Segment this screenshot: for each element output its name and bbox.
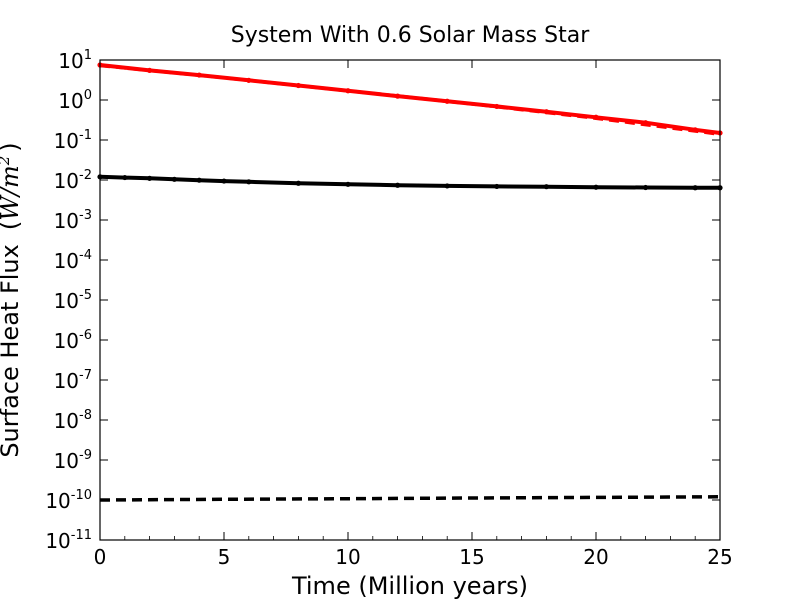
data-point-black-solid [122, 174, 128, 181]
data-point-black-solid [221, 178, 227, 184]
y-axis-unit-close: ) [0, 142, 24, 151]
y-axis-unit-slash: / [0, 185, 24, 198]
y-tick-label: 10-4 [54, 248, 92, 273]
y-tick-label: 10-1 [54, 128, 92, 153]
data-point-red-solid [444, 98, 450, 104]
plot-frame [99, 59, 721, 541]
axis-ticks: 0 5 10 15 20 25 10-11 10-10 10-9 10-8 10-7 10-6 10-5… [45, 48, 732, 569]
x-tick-label: 20 [583, 545, 608, 569]
x-tick-label: 5 [218, 545, 231, 569]
y-tick-label: 10-2 [54, 168, 92, 193]
data-point-black-solid [395, 182, 401, 188]
data-point-black-solid [444, 183, 450, 189]
y-tick-label: 10-7 [54, 368, 92, 393]
data-point-black-solid [147, 175, 153, 181]
series-line-black-dashed [99, 495, 721, 502]
series-line-red-dashed [99, 63, 721, 136]
data-point-black-solid [593, 184, 599, 190]
y-tick-label: 10-8 [54, 408, 92, 433]
y-tick-label: 10-3 [54, 208, 92, 233]
y-tick-label: 100 [58, 88, 92, 113]
x-tick-label: 0 [94, 545, 107, 569]
x-axis-label: Time (Million years) [291, 572, 528, 600]
y-tick-label: 101 [58, 48, 92, 73]
y-tick-label: 10-5 [54, 288, 92, 313]
x-tick-label: 10 [335, 545, 360, 569]
data-point-black-solid [345, 181, 351, 187]
data-point-black-solid [643, 184, 649, 191]
chart-title: System With 0.6 Solar Mass Star [231, 23, 590, 48]
y-axis-unit-w: W [0, 194, 24, 221]
data-point-black-solid [543, 184, 550, 190]
data-point-black-solid [171, 176, 177, 182]
y-axis-label: Surface Heat Flux (W/m2) [0, 142, 24, 457]
data-point-black-solid [295, 180, 301, 186]
y-tick-label: 10-9 [54, 448, 92, 473]
y-axis-label-text: Surface Heat Flux [0, 244, 24, 458]
data-point-black-solid [196, 177, 202, 183]
data-point-black-solid [494, 183, 500, 190]
y-tick-label: 10-6 [54, 328, 92, 353]
data-point-black-solid [246, 179, 252, 185]
y-tick-label: 10-10 [45, 488, 92, 513]
y-axis-unit-exponent: 2 [0, 156, 13, 167]
x-tick-label: 15 [459, 545, 484, 569]
y-axis-unit-open: ( [0, 221, 24, 230]
x-tick-label: 25 [707, 545, 732, 569]
series-line-black-solid [99, 174, 720, 190]
data-point-black-solid [692, 185, 698, 191]
y-axis-unit-m: m [0, 165, 24, 188]
y-tick-label: 10-11 [45, 528, 92, 553]
plot-area [97, 62, 723, 502]
